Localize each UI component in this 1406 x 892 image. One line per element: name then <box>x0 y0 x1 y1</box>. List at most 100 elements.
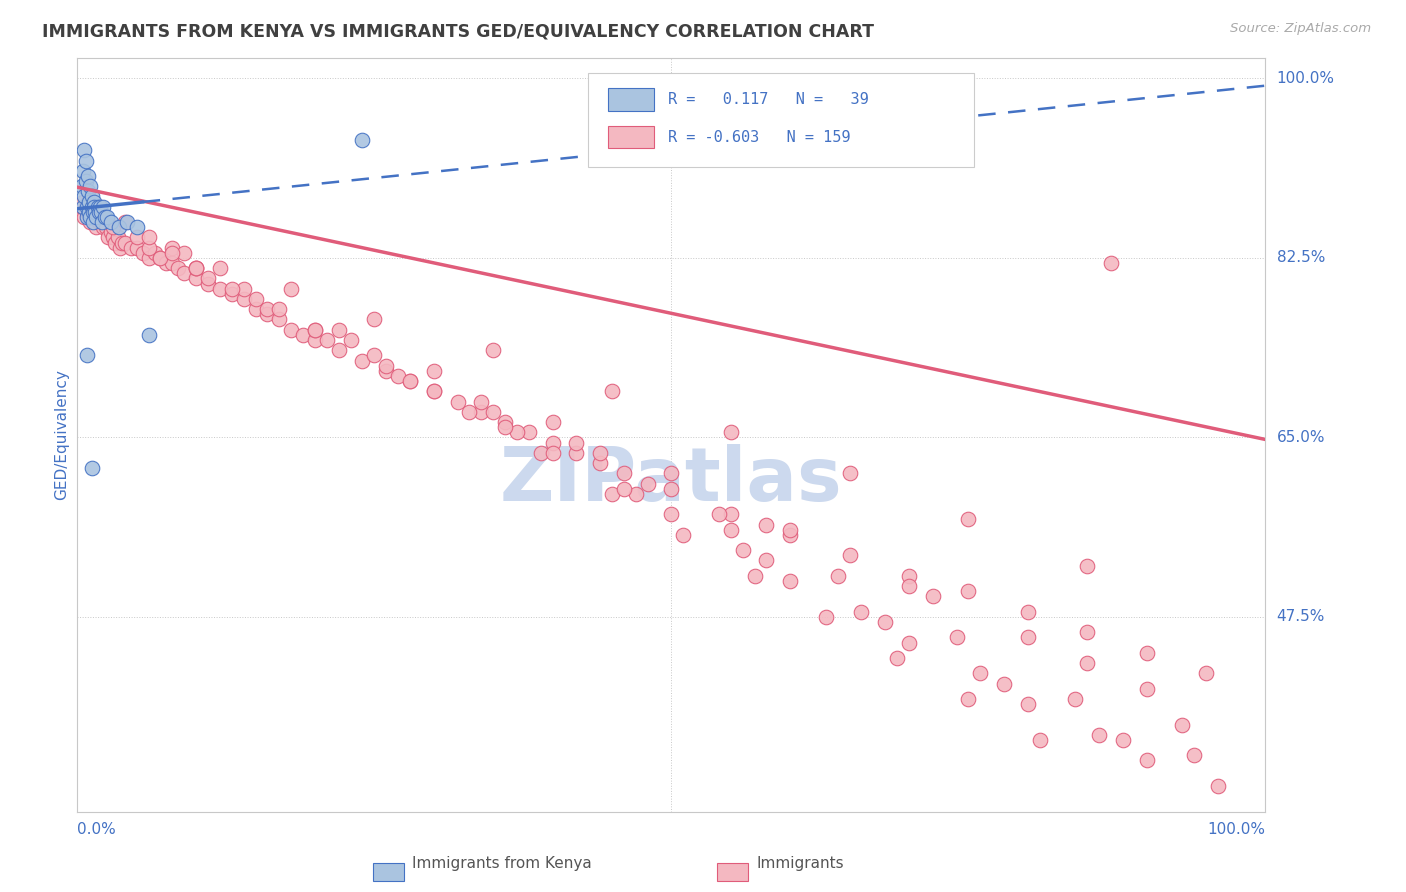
Point <box>186 261 208 276</box>
Point <box>304 323 326 337</box>
Point <box>387 368 409 383</box>
Point <box>779 528 801 542</box>
Point <box>744 569 766 583</box>
Point <box>328 343 350 358</box>
Point <box>814 610 837 624</box>
Point <box>155 256 177 270</box>
Point <box>1076 625 1098 640</box>
Point <box>470 405 492 419</box>
Point <box>470 394 492 409</box>
Point <box>114 215 136 229</box>
Point <box>423 384 446 399</box>
Point <box>77 204 100 219</box>
Point <box>79 210 101 224</box>
Point <box>1136 681 1159 696</box>
Point <box>1206 779 1229 793</box>
Point <box>1028 733 1050 747</box>
Point <box>1076 656 1098 670</box>
Point <box>482 343 505 358</box>
Point <box>838 467 860 481</box>
Text: 100.0%: 100.0% <box>1208 822 1265 837</box>
Point <box>221 286 243 301</box>
Point <box>138 251 160 265</box>
Point <box>672 528 695 542</box>
Point <box>375 359 398 373</box>
Point <box>720 523 742 537</box>
Point <box>120 241 142 255</box>
Point <box>731 543 754 558</box>
Point <box>755 517 778 532</box>
Text: R =   0.117   N =   39: R = 0.117 N = 39 <box>668 92 869 107</box>
Text: ZIPatlas: ZIPatlas <box>501 443 842 516</box>
Point <box>125 220 148 235</box>
Point <box>921 590 943 604</box>
Point <box>77 194 100 209</box>
Point <box>89 200 111 214</box>
Point <box>838 549 860 563</box>
Text: 100.0%: 100.0% <box>1277 71 1334 86</box>
Text: R = -0.603   N = 159: R = -0.603 N = 159 <box>668 129 851 145</box>
Point <box>79 215 101 229</box>
Point <box>969 666 991 681</box>
Point <box>94 220 117 235</box>
Point <box>93 200 115 214</box>
Point <box>114 235 136 250</box>
Point <box>82 204 104 219</box>
Point <box>600 487 623 501</box>
Point <box>589 446 612 460</box>
Point <box>77 200 100 214</box>
Point <box>108 241 131 255</box>
Point <box>101 230 124 244</box>
Point <box>1182 748 1205 763</box>
Point <box>197 277 219 291</box>
Point <box>1064 692 1087 706</box>
Point <box>125 230 148 244</box>
Point <box>86 200 108 214</box>
Point <box>84 204 107 219</box>
Point <box>851 605 873 619</box>
Point <box>115 215 138 229</box>
Point <box>1017 631 1039 645</box>
Point <box>91 215 114 229</box>
Point <box>77 169 100 183</box>
Point <box>423 384 446 399</box>
Point <box>173 245 195 260</box>
Point <box>494 415 516 429</box>
Point <box>100 225 122 239</box>
Point <box>97 230 120 244</box>
Point <box>945 631 967 645</box>
Point <box>89 200 111 214</box>
Point <box>197 271 219 285</box>
Point <box>77 194 100 209</box>
Point <box>494 420 516 434</box>
Point <box>827 569 849 583</box>
Point <box>565 435 588 450</box>
Point <box>86 210 108 224</box>
Point <box>80 200 103 214</box>
Point <box>77 184 100 198</box>
Point <box>957 584 980 599</box>
Point <box>108 220 131 235</box>
Point <box>72 163 94 178</box>
Point <box>111 235 134 250</box>
Point <box>96 210 118 224</box>
Point <box>70 200 93 214</box>
Point <box>875 615 897 629</box>
Point <box>149 251 172 265</box>
Text: Immigrants: Immigrants <box>756 856 844 871</box>
Point <box>292 327 315 342</box>
Point <box>90 215 112 229</box>
Text: IMMIGRANTS FROM KENYA VS IMMIGRANTS GED/EQUIVALENCY CORRELATION CHART: IMMIGRANTS FROM KENYA VS IMMIGRANTS GED/… <box>42 22 875 40</box>
Point <box>446 394 468 409</box>
Point <box>162 241 184 255</box>
Point <box>107 230 129 244</box>
Point <box>104 235 127 250</box>
Point <box>458 405 481 419</box>
Point <box>86 220 108 235</box>
Point <box>269 312 291 326</box>
Point <box>399 374 422 388</box>
Point <box>613 482 636 496</box>
Point <box>73 143 96 157</box>
Point <box>898 579 921 593</box>
Point <box>423 364 446 378</box>
